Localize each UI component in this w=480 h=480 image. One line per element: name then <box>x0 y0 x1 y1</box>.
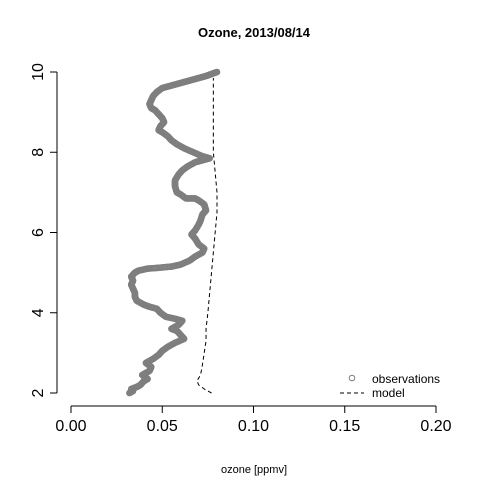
y-tick-label: 8 <box>30 148 47 157</box>
legend-observations-label: observations <box>372 372 440 386</box>
x-tick-label: 0.15 <box>329 418 360 435</box>
x-tick-label: 0.05 <box>147 418 178 435</box>
legend-observations-symbol <box>348 374 356 382</box>
y-tick-label: 2 <box>30 388 47 397</box>
x-axis: 0.00 0.05 0.10 0.15 0.20 <box>55 405 452 435</box>
observation-point <box>213 68 221 76</box>
model-line <box>196 78 218 394</box>
y-tick-label: 10 <box>30 63 47 81</box>
x-tick-label: 0.00 <box>55 418 86 435</box>
model-series <box>196 78 218 394</box>
legend: observations model <box>340 372 440 400</box>
y-tick-label: 6 <box>30 228 47 237</box>
observations-series <box>126 68 221 397</box>
chart-title: Ozone, 2013/08/14 <box>198 25 311 40</box>
y-tick-label: 4 <box>30 308 47 317</box>
x-tick-label: 0.10 <box>238 418 269 435</box>
x-tick-label: 0.20 <box>420 418 451 435</box>
legend-model-label: model <box>372 386 405 400</box>
y-axis: 2 4 6 8 10 <box>30 63 58 397</box>
x-axis-label: ozone [ppmv] <box>221 464 287 476</box>
